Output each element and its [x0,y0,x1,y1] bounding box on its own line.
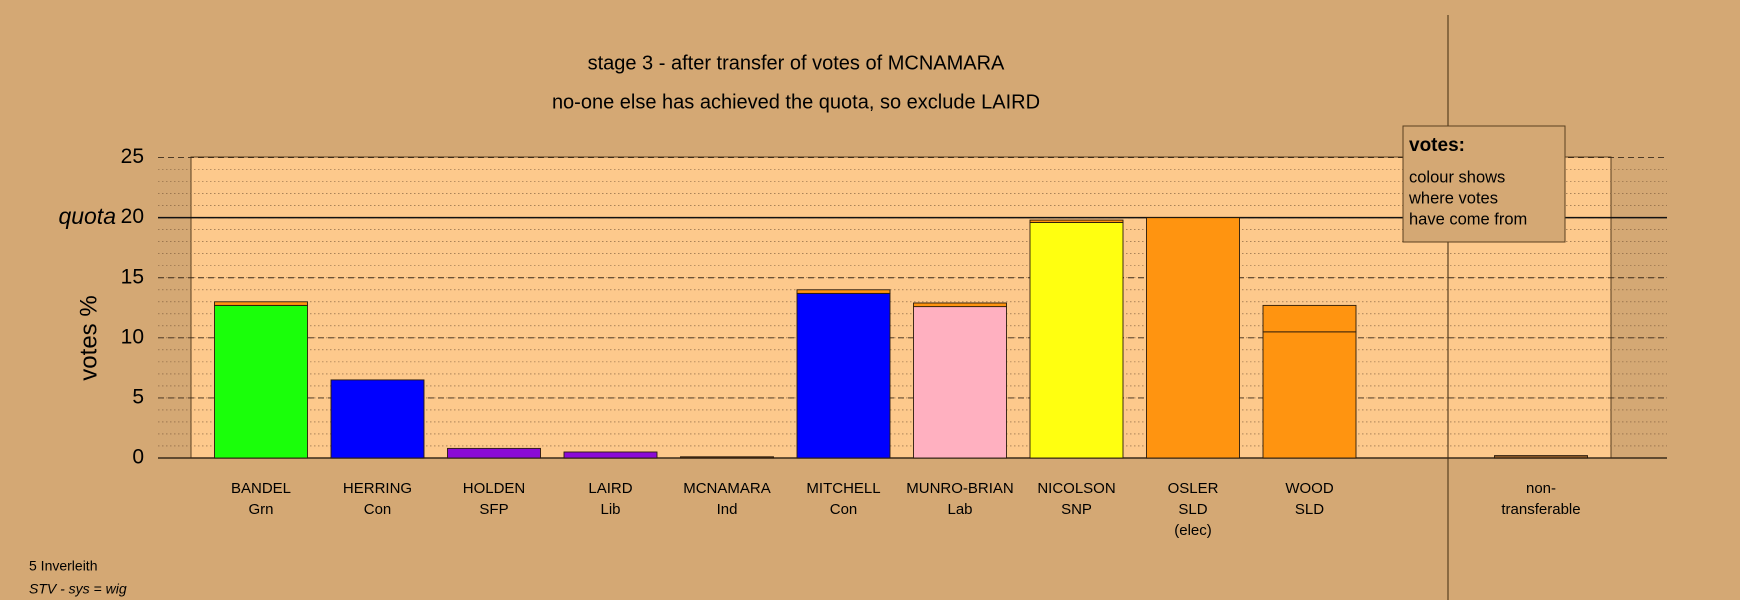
bar-segment [1029,222,1124,459]
legend-text: where votes [1408,189,1498,207]
bar-segment [1262,331,1357,459]
x-tick-label: LAIRD [588,480,632,497]
bar-segment [447,447,541,459]
x-tick-label: HOLDEN [463,480,526,497]
x-tick-label: WOOD [1285,480,1333,497]
y-tick-label: 5 [132,385,144,408]
note: 5 Inverleith [29,558,97,574]
x-tick-label: non- [1526,480,1556,497]
x-tick-label: SNP [1061,501,1092,518]
y-tick-label: 15 [121,265,144,288]
x-tick-label: Lab [947,501,972,518]
y-axis-label: votes % [75,295,102,380]
bar-segment [1262,304,1357,333]
x-tick-label: Con [364,501,392,518]
chart-subtitle: no-one else has achieved the quota, so e… [552,91,1040,113]
x-tick-label: OSLER [1168,480,1219,497]
x-tick-label: SLD [1178,501,1207,518]
x-tick-label: MCNAMARA [683,480,771,497]
y-tick-label: 25 [121,145,144,168]
bar-segment [563,451,658,459]
legend-box [1402,125,1566,243]
x-tick-label: MITCHELL [806,480,880,497]
bar-segment [913,306,1007,459]
plot-area [190,156,1612,459]
x-tick-label: (elec) [1174,522,1212,539]
y-tick-label: 20 [121,205,144,228]
legend-title: votes: [1409,135,1465,156]
x-tick-label: HERRING [343,480,412,497]
legend: votes: colour shows where votes have com… [1402,125,1566,243]
x-tick-label: BANDEL [231,480,291,497]
note: STV - sys = wig [29,581,127,597]
x-tick-label: Lib [600,501,620,518]
bar-segment [1029,219,1124,223]
x-tick-label: MUNRO-BRIAN [906,480,1014,497]
bar-segment [1146,217,1240,459]
x-tick-label: SLD [1295,501,1324,518]
chart-title: stage 3 - after transfer of votes of MCN… [588,52,1005,74]
bar-segment [330,379,425,459]
x-tick-label: NICOLSON [1037,480,1115,497]
legend-text: have come from [1409,210,1527,228]
bar-segment [1494,455,1588,459]
x-tick-label: Grn [248,501,273,518]
bar-segment [796,289,891,294]
bar-segment [214,301,308,306]
legend-text: colour shows [1409,168,1505,186]
x-tick-label: Con [830,501,858,518]
y-tick-label: 0 [132,446,144,469]
x-tick-label: transferable [1501,501,1580,518]
quota-label: quota [58,203,116,229]
bar-segment [680,456,774,459]
bar-segment [214,304,308,459]
bar-segment [913,302,1007,308]
x-tick-label: SFP [479,501,508,518]
x-tick-label: Ind [717,501,738,518]
bar-segment [796,292,891,459]
y-tick-label: 10 [121,325,144,348]
